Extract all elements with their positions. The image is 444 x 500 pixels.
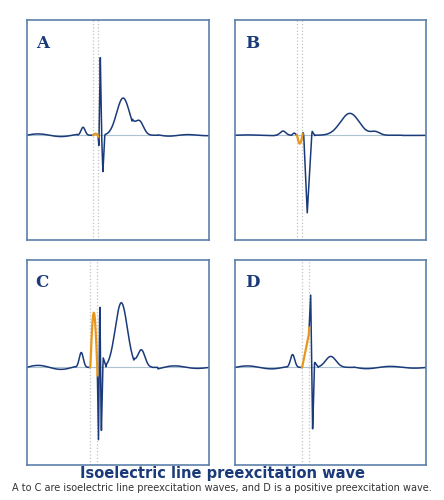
Text: C: C	[36, 274, 49, 291]
Text: Isoelectric line preexcitation wave: Isoelectric line preexcitation wave	[79, 466, 365, 481]
Text: B: B	[245, 36, 259, 52]
Text: D: D	[245, 274, 259, 291]
Text: A to C are isoelectric line preexcitation waves, and D is a positive preexcitati: A to C are isoelectric line preexcitatio…	[12, 483, 432, 493]
Text: A: A	[36, 36, 49, 52]
